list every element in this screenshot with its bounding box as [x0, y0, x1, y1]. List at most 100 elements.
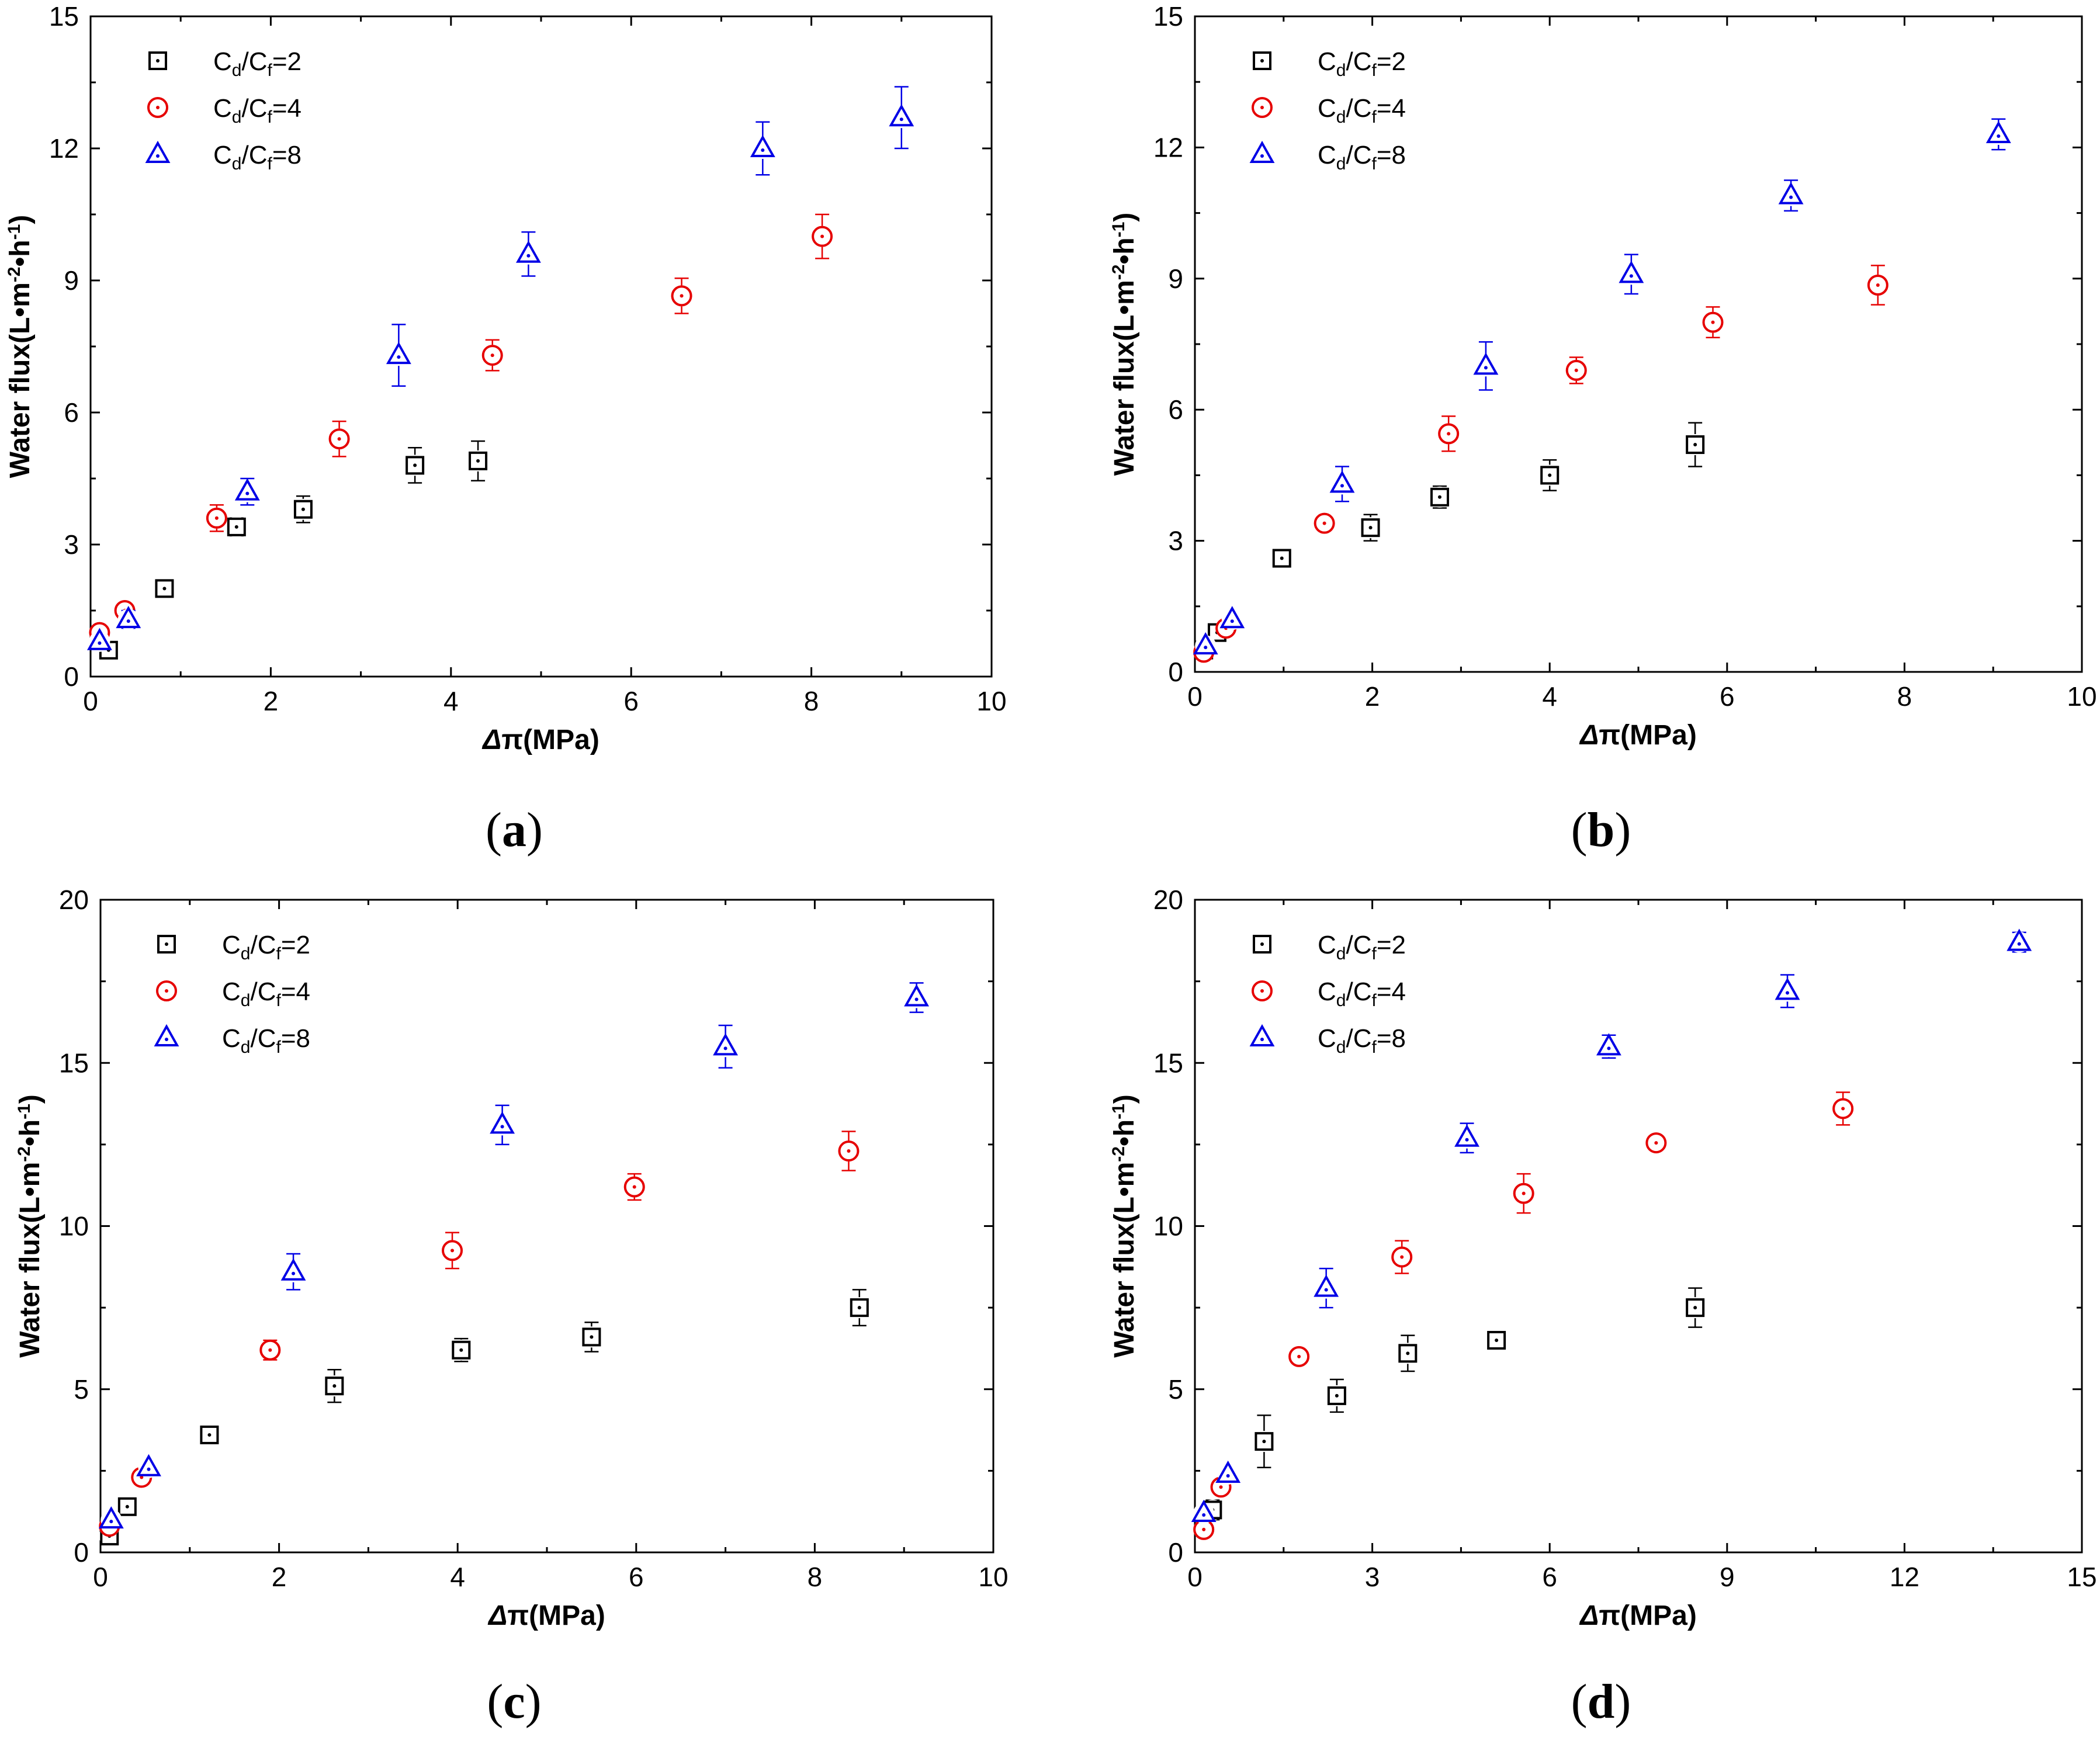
data-point-square-center-dot	[1335, 1393, 1339, 1398]
legend-marker-square-shape	[148, 51, 167, 70]
x-axis-title-delta: Δ	[487, 1600, 507, 1631]
y-axis-title-main: Water flux(L•m	[1109, 1162, 1140, 1358]
data-point-triangle	[1219, 606, 1245, 629]
legend-label-slash: /C	[1346, 1024, 1371, 1053]
data-point-triangle-center-dot	[1202, 1513, 1206, 1517]
chart-panel-a: 0 2 4 6 8 10 0 3 6 9 12 15 Δπ(MPa) Water flux(L•m-2•h…	[5, 1, 1007, 857]
data-point-circle-center-dot	[1711, 320, 1715, 324]
legend-label-sub-d: d	[241, 944, 251, 963]
data-point-triangle-shape	[280, 1258, 306, 1281]
legend-label-sub-f: f	[276, 991, 281, 1010]
legend-marker-square-shape	[1253, 51, 1271, 70]
data-point-triangle-shape	[1314, 1274, 1339, 1297]
legend-marker-triangle-shape	[1249, 1024, 1275, 1046]
x-tick-label: 4	[443, 686, 459, 716]
data-point-triangle	[280, 1258, 306, 1281]
data-point-square-shape	[1487, 1330, 1506, 1350]
legend-label-sub-d: d	[1336, 108, 1346, 127]
panel-label-open: (	[487, 1674, 503, 1729]
data-point-square	[1686, 435, 1705, 455]
data-point-circle-center-dot	[268, 1348, 272, 1352]
data-point-square-center-dot	[1693, 443, 1697, 447]
data-point-circle	[481, 345, 503, 366]
legend-marker-circle-center-dot	[1260, 989, 1264, 993]
data-point-square-shape	[582, 1327, 601, 1347]
legend-marker-triangle	[145, 140, 171, 163]
data-point-triangle-center-dot	[500, 1125, 504, 1129]
legend-label-c: C	[1318, 47, 1336, 76]
x-axis-title: Δπ(MPa)	[487, 1600, 605, 1631]
data-point-triangle	[1193, 632, 1218, 655]
data-point-circle-center-dot	[451, 1249, 455, 1253]
x-axis-title: Δπ(MPa)	[1579, 1600, 1697, 1631]
y-axis-title-exp2: -1	[15, 1104, 34, 1119]
data-point-triangle-shape	[1619, 261, 1644, 283]
data-point-triangle-center-dot	[1465, 1138, 1469, 1142]
y-tick-label: 15	[1153, 1, 1183, 32]
marker-backdrop	[283, 1261, 304, 1282]
data-point-square-center-dot	[413, 463, 417, 467]
x-tick-label: 0	[1187, 681, 1203, 712]
data-point-square	[406, 456, 425, 475]
legend-marker-square-center-dot	[165, 942, 168, 946]
data-point-triangle	[116, 605, 141, 629]
legend-label-sub-d: d	[241, 1038, 251, 1057]
legend-label-slash: /C	[241, 94, 267, 123]
data-point-triangle-shape	[1219, 606, 1245, 629]
panel-label-letter: a	[502, 803, 526, 857]
series-square	[1193, 422, 1706, 661]
data-point-circle	[206, 507, 227, 529]
data-point-square	[582, 1327, 601, 1347]
data-point-circle-shape	[259, 1339, 281, 1361]
data-point-square	[469, 451, 488, 470]
series-circle	[89, 213, 833, 643]
data-point-square	[1327, 1386, 1346, 1405]
legend-label-sub-d: d	[232, 108, 242, 127]
data-point-triangle	[1329, 470, 1355, 493]
x-tick-label: 6	[629, 1562, 644, 1592]
legend-label-sub-f: f	[1371, 154, 1377, 174]
legend-marker-circle-center-dot	[165, 989, 168, 993]
legend-label: Cd/Cf=8	[213, 141, 302, 174]
x-tick-label: 0	[93, 1562, 108, 1592]
series-triangle	[87, 86, 914, 652]
data-point-square-center-dot	[1437, 495, 1441, 499]
data-point-triangle-center-dot	[1340, 484, 1344, 488]
panel-label-letter: b	[1588, 803, 1615, 857]
x-axis-title-rest: π(MPa)	[1599, 720, 1696, 751]
legend-label-value: =8	[1377, 1024, 1406, 1053]
data-point-triangle	[750, 134, 775, 157]
legend-label-sub-d: d	[1336, 154, 1346, 174]
y-axis-title-end: )	[1109, 1094, 1140, 1104]
legend-marker-triangle	[154, 1024, 179, 1046]
data-point-triangle-center-dot	[761, 148, 765, 152]
data-point-circle	[1565, 359, 1587, 381]
data-point-square-shape	[155, 579, 174, 598]
x-axis-title-rest: π(MPa)	[1599, 1600, 1696, 1631]
legend-marker-triangle-shape	[145, 140, 171, 163]
legend-label-sub-f: f	[1371, 1038, 1377, 1057]
y-tick-label: 15	[49, 1, 79, 32]
data-point-triangle	[490, 1111, 515, 1134]
data-point-triangle-shape	[750, 134, 775, 157]
data-point-square-shape	[1686, 435, 1705, 455]
legend-marker-triangle	[1249, 1024, 1275, 1046]
data-point-circle	[1513, 1183, 1534, 1204]
data-point-square-center-dot	[234, 525, 238, 529]
data-point-square-center-dot	[1693, 1306, 1697, 1310]
data-point-circle-shape	[812, 226, 833, 247]
y-tick-label: 15	[1153, 1048, 1183, 1078]
x-axis-title: Δπ(MPa)	[1579, 720, 1697, 751]
x-tick-label: 10	[978, 1562, 1008, 1592]
data-point-triangle-shape	[1473, 352, 1499, 375]
data-point-triangle-shape	[1193, 632, 1218, 655]
y-tick-label: 3	[1168, 526, 1183, 556]
data-point-triangle-center-dot	[1230, 619, 1234, 623]
legend-marker-square	[157, 935, 176, 954]
legend-label-value: =8	[1377, 141, 1406, 169]
data-point-circle	[1438, 423, 1460, 445]
legend-label-sub-f: f	[267, 61, 272, 80]
legend-label-slash: /C	[250, 1024, 276, 1053]
y-axis-title: Water flux(L•m-2•h-1)	[15, 1094, 46, 1358]
